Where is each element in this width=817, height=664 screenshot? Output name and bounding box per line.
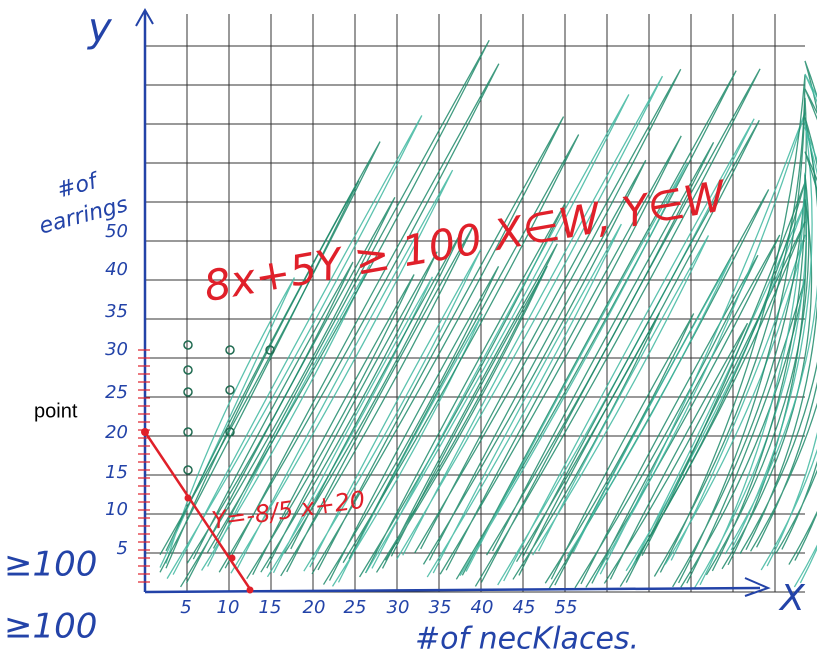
y-tick-label: 25 (105, 382, 128, 403)
x-title: #of necKlaces. (415, 622, 639, 657)
x-axis-letter: X (778, 578, 806, 619)
x-tick-label: 40 (471, 597, 494, 618)
note-ge-100: ≥100 (4, 607, 97, 647)
shade-stroke (415, 69, 681, 553)
point (184, 428, 192, 436)
point (226, 346, 234, 354)
point (184, 466, 192, 474)
y-tick-label: 20 (105, 422, 128, 443)
x-tick-label: 25 (344, 597, 367, 618)
y-tick-label: 15 (105, 462, 128, 483)
note-point: point (34, 400, 78, 422)
note-ge-100: ≥100 (4, 545, 97, 585)
y-tick-label: 30 (105, 339, 128, 360)
point (184, 341, 192, 349)
y-tick-label: 35 (105, 301, 128, 322)
y-title-line1: #of (55, 168, 103, 203)
shade-stroke (575, 255, 758, 588)
point (226, 386, 234, 394)
y-tick-label: 40 (105, 259, 128, 280)
x-tick-label: 10 (217, 597, 240, 618)
x-tick-label: 55 (555, 597, 578, 618)
x-tick-label: 45 (513, 597, 536, 618)
x-tick-label: 35 (429, 597, 452, 618)
x-tick-label: 15 (259, 597, 282, 618)
shade-stroke (343, 135, 579, 563)
x-tick-label: 20 (303, 597, 326, 618)
y-tick-label: 50 (105, 221, 128, 242)
graph-page: y X #of earrings #of necKlaces. 8x+5Y ≥ … (0, 0, 817, 664)
point (184, 388, 192, 396)
y-tick-label: 10 (105, 499, 128, 520)
point (184, 366, 192, 374)
y-tick-label: 5 (117, 538, 128, 559)
x-tick-label: 5 (180, 597, 191, 618)
y-axis-letter: y (87, 5, 113, 51)
shade-stroke (267, 277, 432, 577)
x-tick-label: 30 (387, 597, 410, 618)
